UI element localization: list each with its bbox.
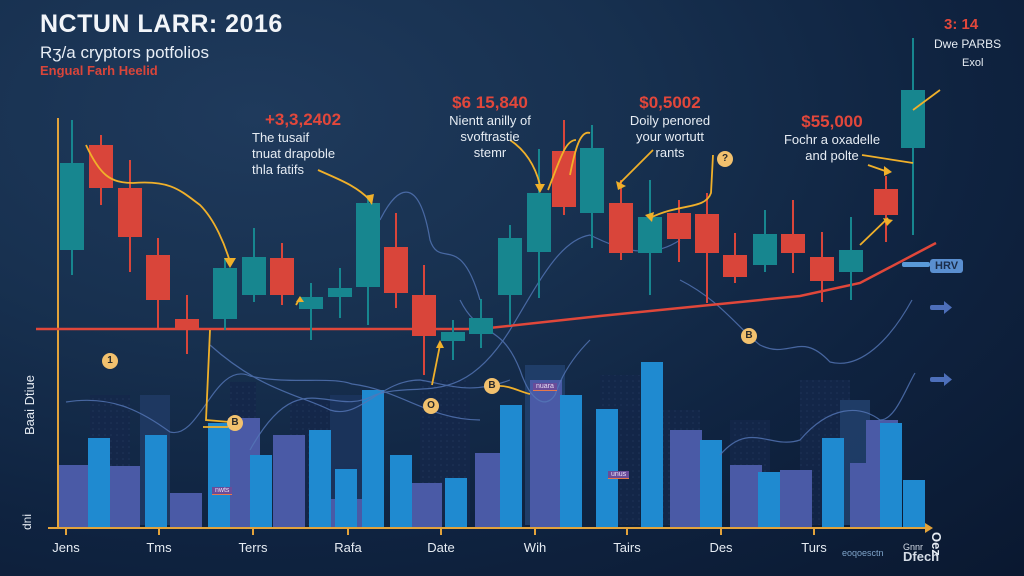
annotation-1: +3,3,2402 The tusaif tnuat drapoble thla… — [252, 110, 342, 177]
chart-subtitle: Rʒ/a cryptors potfolios — [40, 43, 209, 62]
candle — [175, 295, 199, 354]
candle — [527, 149, 551, 298]
candle — [146, 238, 170, 328]
volume-bar — [758, 472, 780, 528]
candle — [638, 180, 662, 295]
top-right-label: Dwe PARBS — [934, 37, 1002, 51]
x-tick-label: Jens — [52, 540, 80, 555]
candle — [118, 160, 142, 272]
y-axis-bottom-label: dni — [20, 513, 34, 530]
x-tick-label: Terrs — [238, 540, 268, 555]
candle — [609, 180, 633, 260]
arrow-heads — [224, 166, 893, 348]
candle — [213, 258, 237, 330]
volume-bar — [410, 483, 442, 528]
candle — [552, 120, 576, 215]
top-right-sub: Exol — [962, 57, 984, 69]
right-value-tag: HRV — [930, 259, 964, 273]
marker-badge: B — [227, 415, 243, 431]
callout-arrows — [85, 89, 941, 428]
x-tick-label: Rafa — [334, 540, 362, 555]
y-axis-label: Baai Dtiue — [22, 375, 37, 435]
volume-bar — [670, 430, 702, 528]
candle — [580, 125, 604, 248]
x-tick-label: Des — [709, 540, 733, 555]
volume-bar — [145, 435, 167, 528]
volume-bar — [641, 362, 663, 528]
annotation-3: $0,5002 Doily penored your wortutt rants — [629, 93, 711, 160]
candle — [667, 200, 691, 262]
x-tick-label: Turs — [801, 540, 827, 555]
volume-bar — [108, 466, 140, 528]
volume-bars-light — [88, 362, 925, 528]
volume-bar — [822, 438, 844, 528]
annotation-2: $6 15,840 Nientt anilly of svoftrastie s… — [449, 93, 531, 160]
volume-bar — [730, 465, 762, 528]
volume-bar — [880, 423, 902, 528]
marker-badge: 1 — [102, 353, 118, 369]
candle — [89, 135, 113, 205]
candle — [839, 217, 863, 300]
x-tick-label: Date — [427, 540, 455, 555]
candle — [384, 213, 408, 308]
axes — [48, 118, 933, 535]
volume-bar — [560, 395, 582, 528]
candle — [60, 120, 84, 275]
mini-tag: nwts — [212, 487, 233, 495]
volume-bar — [445, 478, 467, 528]
volume-bar — [700, 440, 722, 528]
candle — [356, 195, 380, 325]
candle — [781, 200, 805, 273]
chart-title: NCTUN LARR: 2016 — [40, 10, 283, 38]
footer-small-text: eoqoesctn — [842, 548, 884, 558]
candle — [441, 320, 465, 360]
candle — [695, 193, 719, 303]
marker-badge: B — [741, 328, 757, 344]
volume-bar — [273, 435, 305, 528]
candle — [299, 283, 323, 340]
marker-badge: ? — [717, 151, 733, 167]
candle — [469, 299, 493, 348]
candle — [753, 210, 777, 272]
candle — [723, 233, 747, 283]
volume-bar — [58, 465, 90, 528]
volume-bar — [390, 455, 412, 528]
volume-bar — [88, 438, 110, 528]
volume-bar — [903, 480, 925, 528]
marker-badge: O — [423, 398, 439, 414]
top-right-time: 3: 14 — [944, 16, 979, 33]
candle — [328, 268, 352, 318]
marker-badge: B — [484, 378, 500, 394]
mini-tag: nuara — [533, 383, 557, 391]
volume-bar — [500, 405, 522, 528]
volume-bar — [780, 470, 812, 528]
candle — [412, 265, 436, 375]
volume-bar — [335, 469, 357, 528]
volume-bar — [250, 455, 272, 528]
volume-bar — [309, 430, 331, 528]
annotation-4: $55,000 Fochr a oxadelle and polte — [783, 112, 881, 163]
mini-tag: unus — [608, 471, 630, 479]
volume-bar — [362, 390, 384, 528]
candle — [901, 38, 925, 235]
candle — [242, 228, 266, 302]
candle — [810, 232, 834, 302]
volume-bar — [208, 423, 230, 528]
x-tick-label: Tairs — [613, 540, 641, 555]
candle — [874, 176, 898, 242]
chart-tagline: Engual Farh Heelid — [40, 63, 158, 78]
right-arrows — [930, 301, 952, 386]
candle — [270, 243, 294, 305]
trend-line — [36, 241, 937, 331]
x-tick-label: Wih — [523, 540, 547, 555]
volume-bar — [170, 493, 202, 528]
volume-bar — [596, 409, 618, 528]
candlesticks — [60, 38, 925, 375]
volume-bars-dark — [58, 380, 898, 528]
x-tick-label: Tms — [146, 540, 172, 555]
footer-label: Gnnr Dfech — [903, 542, 940, 564]
candle — [498, 225, 522, 325]
